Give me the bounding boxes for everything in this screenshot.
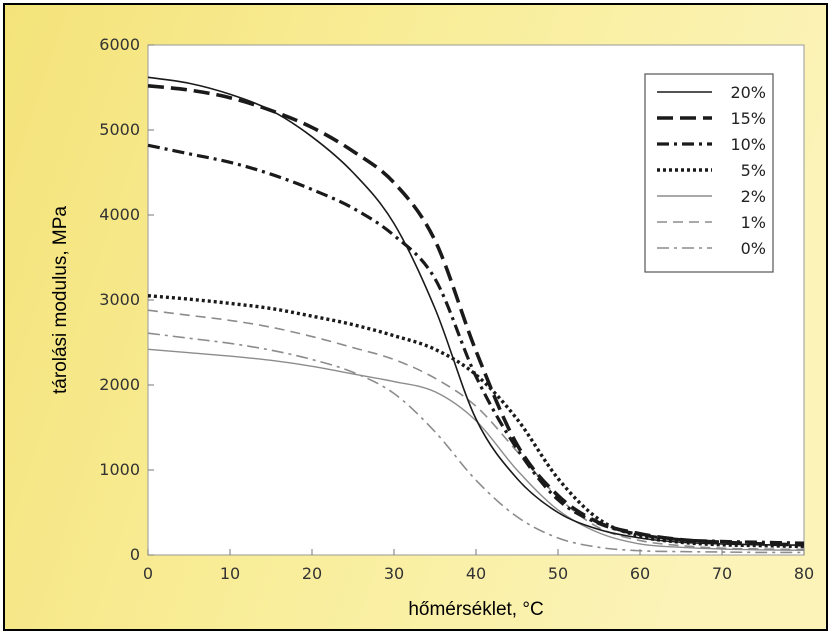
x-tick-label: 60 <box>630 564 650 583</box>
legend-label: 20% <box>730 83 766 102</box>
y-tick-label: 5000 <box>99 120 140 139</box>
x-tick-label: 0 <box>143 564 153 583</box>
y-tick-label: 2000 <box>99 375 140 394</box>
y-tick-label: 4000 <box>99 205 140 224</box>
legend: 20% 15% 10% 5% 2% 1% 0% <box>644 73 774 273</box>
series-line-20pct <box>147 76 805 547</box>
legend-label: 15% <box>730 109 766 128</box>
figure-frame <box>3 3 828 631</box>
legend-label: 2% <box>741 187 766 206</box>
y-axis-ticks: 0 1000 2000 3000 4000 5000 6000 <box>99 35 154 564</box>
x-tick-label: 80 <box>794 564 814 583</box>
x-tick-label: 10 <box>220 564 240 583</box>
series-line-0pct <box>147 332 805 554</box>
y-tick-label: 0 <box>130 545 140 564</box>
legend-label: 5% <box>741 161 766 180</box>
x-axis-ticks: 0 10 20 30 40 50 60 70 80 <box>143 549 814 583</box>
y-tick-label: 3000 <box>99 290 140 309</box>
x-tick-label: 50 <box>548 564 568 583</box>
y-tick-label: 1000 <box>99 460 140 479</box>
x-tick-label: 30 <box>384 564 404 583</box>
y-axis-title: tárolási modulus, MPa <box>50 206 71 394</box>
series-line-1pct <box>147 309 805 551</box>
legend-label: 0% <box>741 239 766 258</box>
legend-label: 10% <box>730 135 766 154</box>
x-tick-label: 20 <box>302 564 322 583</box>
legend-label: 1% <box>741 213 766 232</box>
x-tick-label: 70 <box>712 564 732 583</box>
x-tick-label: 40 <box>466 564 486 583</box>
legend-box <box>644 73 774 273</box>
series-lines <box>147 76 805 554</box>
y-tick-label: 6000 <box>99 35 140 54</box>
x-axis-title: hőmérséklet, °C <box>408 599 543 620</box>
